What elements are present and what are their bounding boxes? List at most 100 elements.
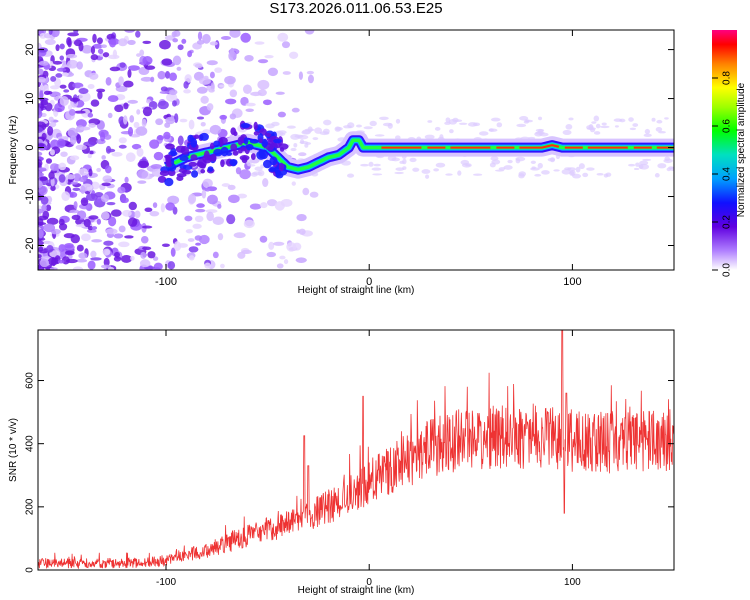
spectrogram-blob	[289, 51, 299, 59]
spectrogram-blob	[38, 151, 43, 157]
spectrogram-ridge	[157, 120, 674, 187]
ridge-blob	[213, 140, 221, 148]
spectrogram-blob	[445, 173, 453, 176]
spectrogram-blob	[52, 60, 63, 65]
spectrogram-blob	[139, 259, 151, 268]
spectrogram-blob	[127, 69, 132, 78]
spectrogram-blob	[257, 59, 269, 64]
spectrogram-blob	[412, 167, 420, 172]
spectrogram-blob	[188, 119, 195, 130]
spectrogram-blob	[46, 245, 54, 253]
ridge-blob	[191, 170, 199, 178]
spectrogram-blob	[49, 267, 58, 270]
spectrogram-blob	[140, 251, 147, 259]
colorbar-gradient	[712, 30, 737, 270]
ridge-blob	[249, 138, 259, 144]
spectrogram-blob	[135, 126, 148, 136]
spectrogram-blob	[239, 169, 251, 180]
spectrogram-blob	[58, 174, 66, 183]
spectrogram-blob	[172, 55, 182, 66]
spectrogram-blob	[127, 99, 138, 104]
spectrogram-blob	[165, 202, 176, 211]
snr-panel: -100 0 100 0 200 400 600 Height of straight l…	[8, 329, 675, 596]
spectrogram-blob	[96, 88, 106, 93]
spectrogram-blob	[277, 32, 289, 42]
spectrogram-blob	[217, 233, 224, 241]
spectrogram-y-tick-label: 20	[24, 43, 36, 55]
spectrogram-blob	[591, 121, 597, 124]
spectrogram-blob	[226, 214, 236, 225]
spectrogram-blob	[160, 86, 168, 92]
spectrogram-blob	[103, 240, 114, 246]
spectrogram-blob	[129, 115, 135, 123]
spectrogram-blob	[301, 130, 311, 135]
spectrogram-blob	[39, 258, 50, 268]
spectrogram-blob	[196, 116, 205, 120]
spectrogram-blob	[228, 194, 240, 204]
spectrogram-blob	[41, 132, 47, 141]
spectrogram-blob	[69, 209, 80, 214]
spectrogram-blob	[142, 40, 152, 45]
spectrogram-blob	[439, 134, 444, 140]
spectrogram-blob	[503, 165, 513, 170]
spectrogram-blob	[92, 43, 103, 49]
spectrogram-blob	[87, 225, 93, 231]
spectrogram-blob	[159, 90, 170, 94]
spectrogram-blob	[78, 91, 91, 102]
spectrogram-blob	[259, 235, 268, 243]
spectrogram-blob	[49, 163, 59, 171]
spectrogram-blob	[58, 162, 67, 171]
ridge-blob	[230, 143, 238, 152]
spectrogram-blob	[264, 54, 274, 59]
spectrogram-blob	[134, 210, 141, 219]
spectrogram-blob	[374, 134, 385, 137]
spectrogram-blob	[593, 131, 601, 135]
spectrogram-blob	[267, 67, 279, 77]
spectrogram-blob	[635, 162, 640, 167]
spectrogram-blob	[293, 142, 298, 148]
spectrogram-blob	[153, 151, 164, 161]
spectrogram-blob	[105, 77, 112, 86]
spectrogram-blob	[57, 136, 69, 140]
spectrogram-blob	[212, 251, 219, 259]
spectrogram-blob	[164, 122, 171, 128]
spectrogram-blob	[379, 116, 389, 121]
spectrogram-blob	[39, 90, 44, 100]
spectrogram-blob	[38, 221, 47, 226]
spectrogram-blob	[173, 113, 179, 124]
spectrogram-blob	[369, 120, 377, 127]
spectrogram-blob	[59, 43, 65, 50]
spectrogram-blob	[565, 124, 573, 130]
ridge-blob	[165, 143, 175, 150]
spectrogram-blob	[535, 128, 545, 132]
spectrogram-blob	[80, 185, 86, 194]
spectrogram-blob	[547, 157, 555, 162]
spectrogram-blob	[83, 218, 91, 228]
spectrogram-blob	[237, 251, 246, 259]
spectrogram-blob	[312, 137, 319, 141]
spectrogram-blob	[209, 41, 218, 46]
spectrogram-blob	[73, 201, 78, 209]
spectrogram-blob	[205, 209, 218, 214]
spectrogram-blob	[59, 55, 65, 61]
spectrogram-blob	[45, 158, 53, 164]
spectrogram-blob	[142, 246, 152, 251]
snr-x-label: Height of straight line (km)	[298, 585, 415, 596]
spectrogram-blob	[72, 187, 81, 192]
spectrogram-blob	[595, 123, 601, 129]
spectrogram-blob	[67, 104, 73, 111]
spectrogram-blob	[101, 155, 106, 160]
spectrogram-blob	[75, 258, 88, 263]
spectrogram-blob	[279, 255, 286, 260]
spectrogram-blob	[343, 125, 352, 129]
spectrogram-blob	[113, 256, 122, 262]
spectrogram-blob	[103, 257, 110, 267]
spectrogram-blob	[48, 171, 55, 180]
spectrogram-blob	[373, 163, 381, 167]
spectrogram-blob	[103, 134, 112, 140]
ridge-blob	[240, 122, 251, 129]
spectrogram-blob	[668, 166, 674, 170]
snr-x-axis: -100 0 100	[156, 330, 581, 588]
spectrogram-blob	[155, 118, 164, 126]
